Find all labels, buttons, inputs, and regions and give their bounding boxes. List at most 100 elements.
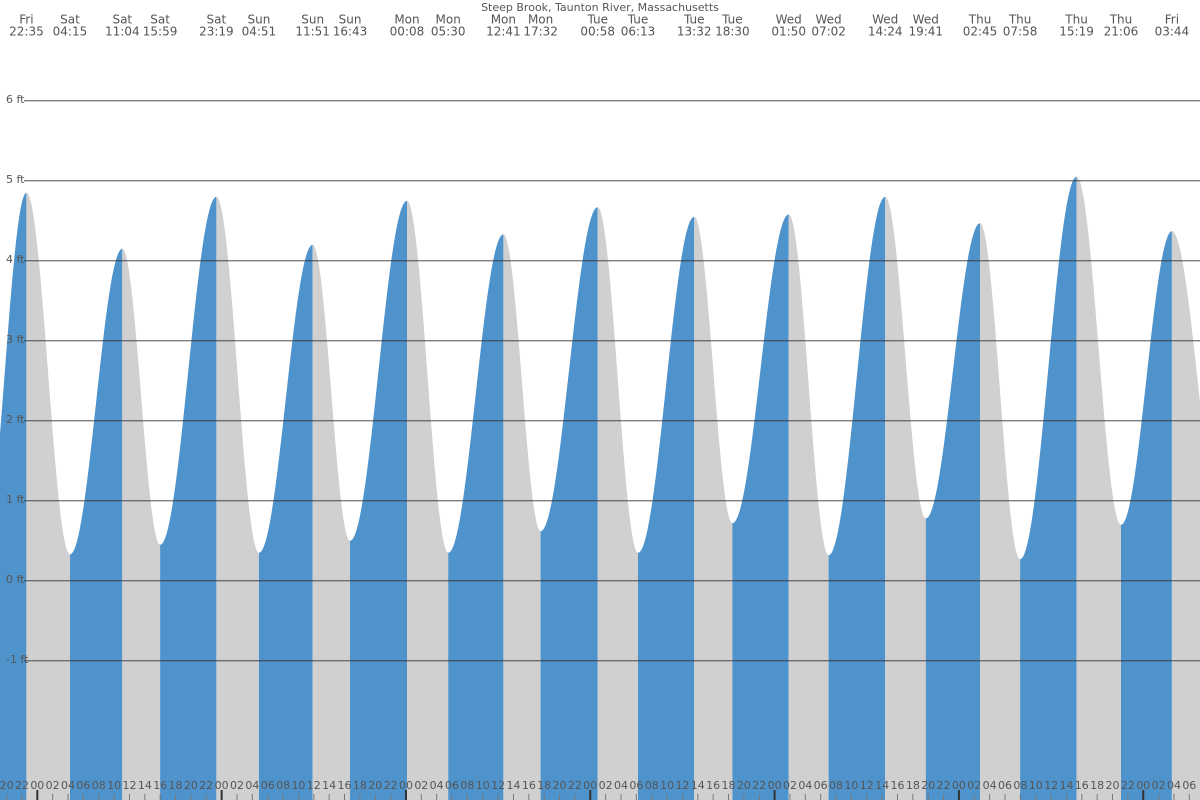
- hour-label: 14: [506, 779, 520, 792]
- hour-label: 04: [245, 779, 259, 792]
- extreme-time: 16:43: [333, 25, 368, 39]
- tide-area: [26, 192, 70, 800]
- extreme-time: 04:15: [53, 25, 88, 39]
- hour-label: 10: [660, 779, 674, 792]
- hour-label: 10: [844, 779, 858, 792]
- tide-area: [160, 196, 217, 800]
- extreme-time: 22:35: [9, 25, 44, 39]
- extreme-time: 13:32: [677, 25, 712, 39]
- hour-label: 20: [921, 779, 935, 792]
- hour-label: 14: [138, 779, 152, 792]
- hour-label: 06: [76, 779, 90, 792]
- hour-label: 08: [829, 779, 843, 792]
- tide-area: [828, 196, 886, 800]
- extreme-time: 21:06: [1104, 25, 1139, 39]
- extreme-day: Wed: [913, 13, 939, 27]
- extreme-day: Thu: [1008, 13, 1032, 27]
- hour-label: 18: [537, 779, 551, 792]
- extreme-time: 12:41: [486, 25, 521, 39]
- hour-label: 02: [46, 779, 60, 792]
- hour-label: 18: [722, 779, 736, 792]
- tide-area: [503, 234, 541, 800]
- hour-label: 02: [783, 779, 797, 792]
- y-tick-label: 6 ft: [6, 93, 25, 106]
- hour-label: 22: [15, 779, 29, 792]
- y-tick-label: 1 ft: [6, 493, 25, 506]
- hour-label: 12: [491, 779, 505, 792]
- tide-area: [732, 214, 789, 800]
- tide-area: [1171, 231, 1200, 800]
- hour-label: 02: [967, 779, 981, 792]
- hour-label: 00: [30, 779, 44, 792]
- extreme-time: 15:19: [1059, 25, 1094, 39]
- extreme-time: 11:51: [295, 25, 330, 39]
- hour-label: 04: [61, 779, 75, 792]
- hour-label: 06: [1182, 779, 1196, 792]
- hour-label: 08: [645, 779, 659, 792]
- hour-label: 02: [414, 779, 428, 792]
- tide-area: [694, 216, 733, 800]
- tide-area: [1076, 176, 1121, 800]
- hour-label: 16: [706, 779, 720, 792]
- extreme-day: Sat: [112, 13, 132, 27]
- tide-area: [1020, 176, 1077, 800]
- y-tick-label: 3 ft: [6, 333, 25, 346]
- y-tick-label: -1 ft: [6, 653, 29, 666]
- tide-area: [122, 248, 161, 800]
- hour-label: 18: [169, 779, 183, 792]
- extreme-time: 11:04: [105, 25, 140, 39]
- hour-label: 08: [460, 779, 474, 792]
- extreme-day: Tue: [683, 13, 705, 27]
- extreme-time: 07:58: [1003, 25, 1038, 39]
- hour-label: 14: [1059, 779, 1073, 792]
- extreme-day: Wed: [776, 13, 802, 27]
- hour-label: 00: [1136, 779, 1150, 792]
- extreme-day: Sun: [301, 13, 324, 27]
- hour-label: 22: [752, 779, 766, 792]
- tide-area: [216, 196, 259, 800]
- hour-label: 20: [737, 779, 751, 792]
- hour-label: 18: [353, 779, 367, 792]
- hour-label: 16: [522, 779, 536, 792]
- hour-label: 00: [215, 779, 229, 792]
- hour-label: 06: [445, 779, 459, 792]
- hour-label: 16: [890, 779, 904, 792]
- extreme-day: Sun: [247, 13, 270, 27]
- hour-label: 12: [122, 779, 136, 792]
- hour-label: 18: [906, 779, 920, 792]
- hour-label: 16: [338, 779, 352, 792]
- hour-label: 02: [230, 779, 244, 792]
- hour-label: 18: [1090, 779, 1104, 792]
- hour-label: 10: [1029, 779, 1043, 792]
- extreme-time: 19:41: [908, 25, 943, 39]
- tide-area: [638, 216, 695, 800]
- extreme-time: 23:19: [199, 25, 234, 39]
- extreme-day: Fri: [1165, 13, 1179, 27]
- extreme-time: 00:08: [390, 25, 425, 39]
- hour-label: 14: [322, 779, 336, 792]
- extreme-time: 05:30: [431, 25, 466, 39]
- hour-label: 08: [1013, 779, 1027, 792]
- tide-area: [0, 192, 27, 800]
- hour-label: 16: [153, 779, 167, 792]
- tide-area: [925, 223, 980, 800]
- hour-label: 20: [1106, 779, 1120, 792]
- hour-label: 22: [1121, 779, 1135, 792]
- extreme-time: 07:02: [811, 25, 846, 39]
- tide-area: [980, 223, 1021, 800]
- extreme-day: Mon: [394, 13, 419, 27]
- y-tick-label: 4 ft: [6, 253, 25, 266]
- extreme-day: Tue: [627, 13, 649, 27]
- hour-label: 22: [199, 779, 213, 792]
- hour-label: 20: [368, 779, 382, 792]
- extreme-time: 18:30: [715, 25, 750, 39]
- extreme-time: 00:58: [580, 25, 615, 39]
- extreme-day: Thu: [1064, 13, 1088, 27]
- extreme-day: Sat: [60, 13, 80, 27]
- hour-label: 00: [768, 779, 782, 792]
- extreme-time: 14:24: [868, 25, 903, 39]
- hour-label: 10: [476, 779, 490, 792]
- extreme-day: Thu: [1109, 13, 1133, 27]
- hour-label: 10: [107, 779, 121, 792]
